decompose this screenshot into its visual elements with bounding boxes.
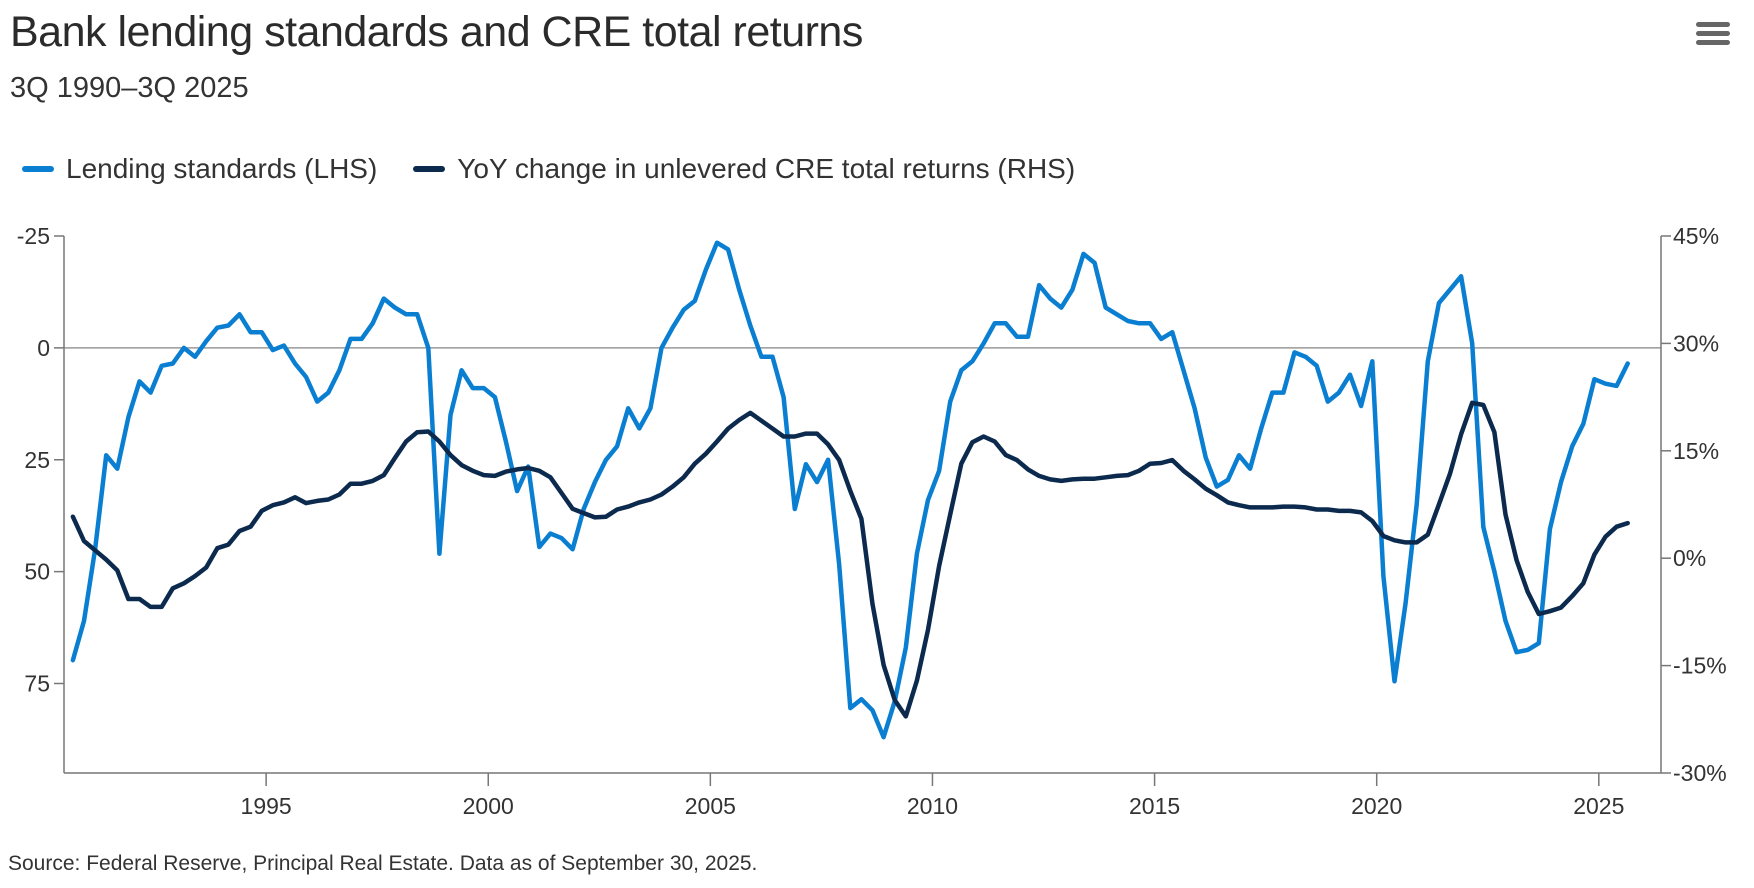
- left-axis-tick-label: 75: [24, 671, 50, 697]
- left-axis-tick-label: 0: [37, 335, 50, 361]
- x-axis-tick-label: 2005: [685, 793, 736, 819]
- right-axis-tick-label: -30%: [1673, 760, 1727, 786]
- right-axis-tick-label: -15%: [1673, 653, 1727, 679]
- legend-label: YoY change in unlevered CRE total return…: [457, 153, 1076, 184]
- x-axis-tick-label: 2000: [463, 793, 514, 819]
- right-axis-tick-label: 15%: [1673, 438, 1719, 464]
- x-axis-tick-label: 2010: [907, 793, 958, 819]
- chart-subtitle: 3Q 1990–3Q 2025: [10, 72, 249, 104]
- legend-label: Lending standards (LHS): [66, 153, 378, 184]
- x-axis-tick-label: 2025: [1573, 793, 1624, 819]
- left-axis-tick-label: 25: [24, 447, 50, 473]
- left-axis-tick-label: 50: [24, 559, 50, 585]
- left-axis-tick-label: -25: [17, 223, 50, 249]
- series-line-cre-returns: [70, 400, 1630, 719]
- right-axis-tick-label: 30%: [1673, 330, 1719, 356]
- legend-swatch: [413, 166, 446, 172]
- legend-item-cre-returns[interactable]: YoY change in unlevered CRE total return…: [413, 153, 1075, 185]
- hamburger-menu-icon[interactable]: [1696, 22, 1730, 48]
- legend-swatch: [22, 166, 54, 172]
- legend: Lending standards (LHS) YoY change in un…: [22, 153, 1075, 185]
- x-axis-tick-label: 2015: [1129, 793, 1180, 819]
- x-axis-tick-label: 2020: [1351, 793, 1402, 819]
- series-line-lending-standards: [70, 240, 1630, 740]
- x-axis-tick-label: 1995: [241, 793, 292, 819]
- right-axis-tick-label: 45%: [1673, 223, 1719, 249]
- source-note: Source: Federal Reserve, Principal Real …: [8, 852, 758, 875]
- chart-title: Bank lending standards and CRE total ret…: [10, 8, 863, 56]
- legend-item-lending-standards[interactable]: Lending standards (LHS): [22, 153, 377, 185]
- right-axis-tick-label: 0%: [1673, 545, 1706, 571]
